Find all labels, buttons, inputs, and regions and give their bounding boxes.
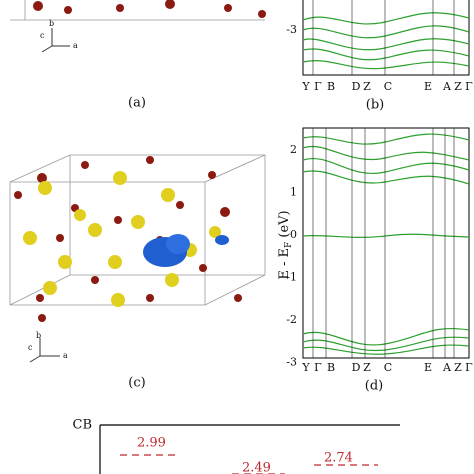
k-label: Γ <box>465 361 473 374</box>
caption: (a) <box>128 96 146 111</box>
k-label: Z <box>454 361 462 374</box>
k-label: Z <box>363 80 371 93</box>
energy-value: 2.99 <box>137 436 166 451</box>
axis-label: c <box>40 31 45 40</box>
y-tick-label: 2 <box>290 143 297 156</box>
y-tick-label: -3 <box>286 356 297 369</box>
y-axis-label: E - EF (eV) <box>277 210 294 279</box>
band-plot-b <box>302 0 470 76</box>
axis-label: b <box>49 19 54 28</box>
atoms <box>14 156 242 363</box>
k-label: C <box>384 361 392 374</box>
k-label: D <box>352 80 361 93</box>
caption: (b) <box>366 98 384 113</box>
axis-label: b <box>36 331 41 340</box>
level-diagram <box>99 424 400 474</box>
band-plot-d <box>302 127 470 359</box>
y-tick-label: 1 <box>290 186 297 199</box>
k-label: B <box>327 361 335 374</box>
y-tick-label: -2 <box>286 313 297 326</box>
y-tick-label: 0 <box>290 228 297 241</box>
energy-value: 2.49 <box>242 461 271 474</box>
k-label: Z <box>454 80 462 93</box>
k-label: E <box>424 80 432 93</box>
caption: (c) <box>128 376 145 391</box>
level-label: CB <box>73 418 93 433</box>
y-ticks: 2 1 0 -1 -2 -3 <box>286 143 297 369</box>
energy-value: 2.74 <box>324 451 353 466</box>
k-label: B <box>327 80 335 93</box>
axis-label: a <box>73 41 78 50</box>
axis-label: a <box>63 351 68 360</box>
k-label: Y <box>301 80 310 93</box>
axis-label: c <box>28 343 33 352</box>
k-label: Γ <box>314 80 322 93</box>
k-label: Γ <box>314 361 322 374</box>
y-tick-label: -3 <box>286 23 297 36</box>
k-label: A <box>442 80 452 93</box>
k-label: D <box>352 361 361 374</box>
caption: (d) <box>365 379 383 394</box>
k-label: Y <box>301 361 310 374</box>
k-label: Γ <box>465 80 473 93</box>
y-tick-label: -1 <box>286 271 297 284</box>
crystal-a <box>10 0 266 53</box>
k-label: E <box>424 361 432 374</box>
k-label: C <box>384 80 392 93</box>
k-label: A <box>442 361 452 374</box>
k-label: Z <box>363 361 371 374</box>
